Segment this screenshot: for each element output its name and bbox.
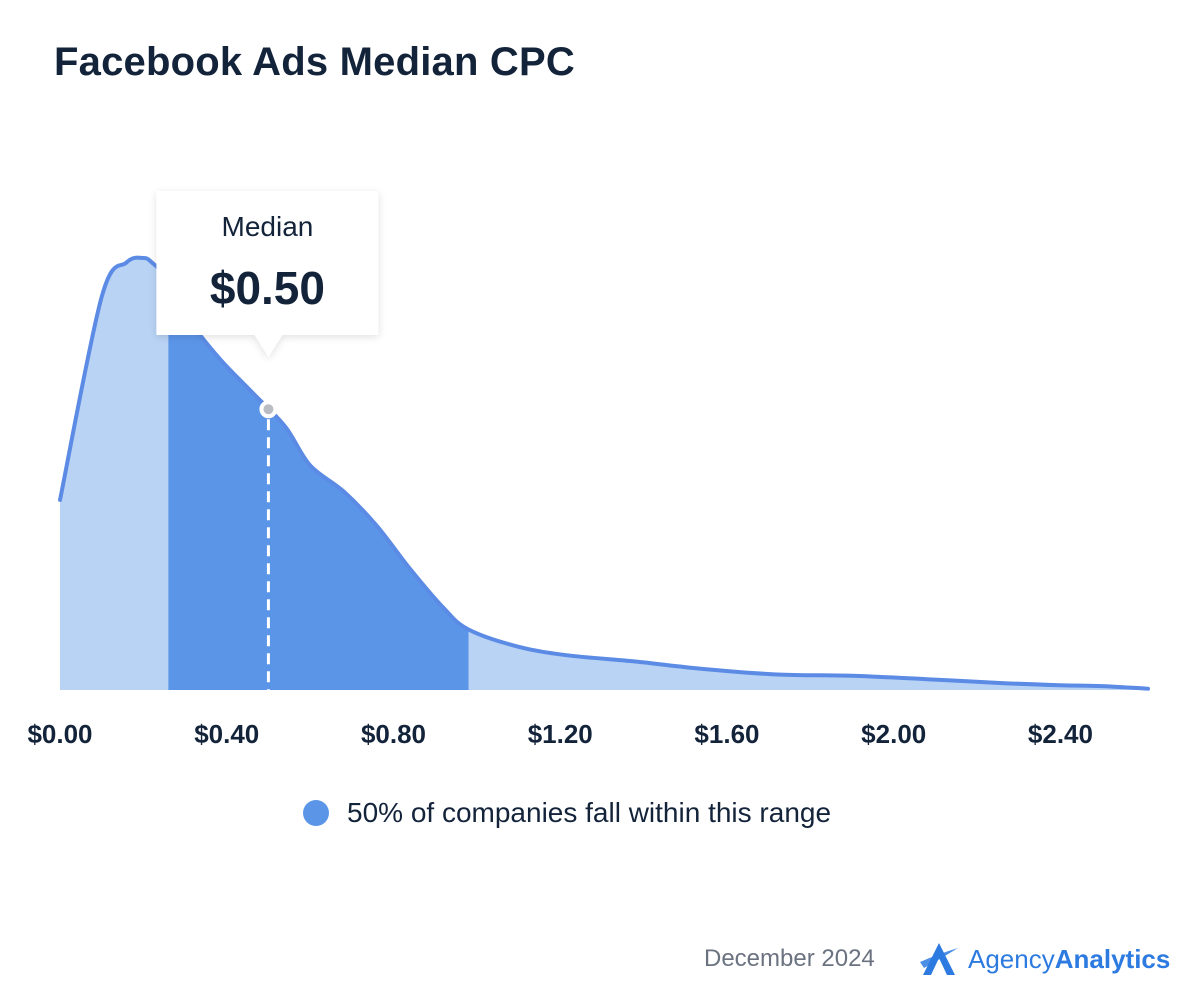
brand-logo: Agency Analytics (918, 940, 1170, 978)
density-curve (58, 255, 1150, 691)
agencyanalytics-logo-icon (920, 943, 958, 975)
x-tick-label: $0.80 (361, 719, 426, 749)
median-tooltip-label: Median (222, 211, 314, 242)
median-tooltip: Median $0.50 (156, 191, 379, 357)
brand-name-bold: Analytics (1054, 943, 1171, 974)
brand-name-light: Agency (968, 943, 1055, 974)
x-tick-label: $0.40 (194, 719, 259, 749)
x-tick-label: $2.00 (861, 719, 926, 749)
chart-title: Facebook Ads Median CPC (54, 40, 575, 84)
median-tooltip-value: $0.50 (210, 262, 325, 314)
legend-label: 50% of companies fall within this range (347, 797, 832, 828)
x-tick-label: $0.00 (27, 719, 92, 749)
footer-date: December 2024 (704, 945, 875, 972)
x-tick-label: $1.60 (694, 719, 759, 749)
highlight-range-area (168, 279, 469, 690)
median-marker (259, 400, 278, 419)
legend-marker-highlight-range (303, 800, 329, 826)
x-tick-label: $2.40 (1028, 719, 1093, 749)
x-tick-label: $1.20 (528, 719, 593, 749)
median-tooltip-box (156, 191, 379, 357)
legend: 50% of companies fall within this range (303, 797, 831, 829)
